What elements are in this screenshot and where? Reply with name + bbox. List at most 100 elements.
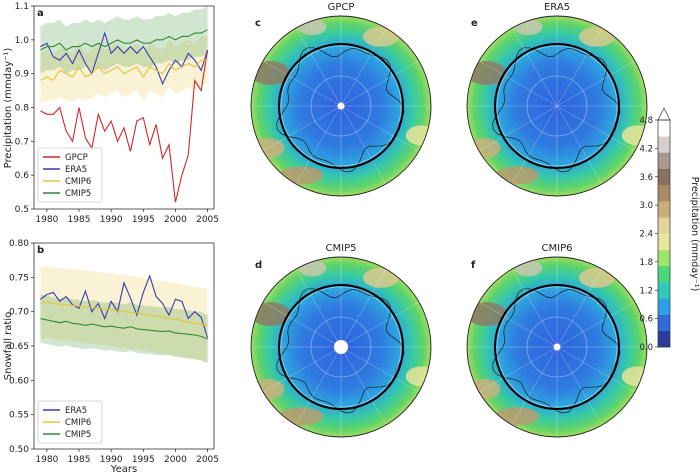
- graticule-meridian: [340, 346, 420, 393]
- graticule-meridian: [340, 346, 387, 426]
- map-c: GPCP c: [250, 2, 432, 197]
- xtick-label: 1995: [132, 455, 155, 465]
- land-patch: [514, 19, 543, 36]
- graticule-circle: [310, 316, 372, 378]
- graticule-meridian: [511, 268, 558, 348]
- graticule-meridian: [556, 268, 603, 348]
- map-panel-label: d: [255, 260, 262, 271]
- graticule-meridian: [556, 105, 603, 185]
- colorbar-segment: [658, 120, 670, 137]
- legend-label: CMIP6: [65, 418, 91, 428]
- graticule-meridian: [340, 268, 387, 348]
- graticule-meridian: [478, 60, 558, 107]
- graticule-circle: [496, 45, 618, 167]
- legend-label: CMIP6: [65, 177, 91, 187]
- colorbar-segment: [658, 265, 670, 283]
- graticule-meridian: [295, 346, 342, 426]
- graticule-meridian: [262, 60, 342, 107]
- colorbar-tick-label: 1.2: [639, 286, 653, 296]
- land-patch: [363, 267, 399, 288]
- panel-a-label: a: [37, 8, 44, 19]
- colorbar-segment: [658, 184, 670, 202]
- map-outline: [466, 15, 648, 197]
- land-patch: [579, 26, 615, 47]
- graticule-meridian: [478, 105, 558, 152]
- graticule-meridian: [340, 105, 420, 152]
- graticule-meridian: [262, 105, 342, 152]
- map-title: CMIP6: [542, 243, 573, 254]
- coastline: [492, 288, 621, 414]
- coastline: [276, 47, 405, 173]
- colorbar-segment: [658, 152, 670, 169]
- xtick-label: 1995: [132, 215, 155, 225]
- xtick-label: 1990: [100, 215, 123, 225]
- graticule-meridian: [340, 60, 420, 107]
- xtick-label: 1980: [35, 455, 58, 465]
- legend-box-a: [37, 147, 103, 203]
- line-a-cmip6: [40, 59, 208, 82]
- pole-hole: [553, 343, 561, 351]
- colorbar-segment: [658, 330, 670, 348]
- graticule-meridian: [478, 346, 558, 393]
- ytick-label: 1.0: [15, 36, 30, 46]
- line-a-cmip5: [40, 29, 208, 51]
- colorbar-extend: [657, 107, 671, 121]
- graticule-meridian: [556, 346, 603, 426]
- legend-label: ERA5: [65, 165, 87, 175]
- map-outline: [250, 15, 432, 197]
- ytick-label: 0.50: [9, 445, 29, 455]
- graticule-meridian: [295, 27, 342, 107]
- map-e: ERA5 e: [466, 2, 648, 197]
- panel-b-label: b: [37, 245, 44, 256]
- graticule-meridian: [478, 301, 558, 348]
- coastline: [492, 47, 621, 173]
- coastline: [276, 288, 405, 414]
- region-circle: [278, 43, 404, 169]
- ytick-label: 0.60: [9, 376, 29, 386]
- land-patch: [405, 366, 431, 387]
- graticule-meridian: [262, 301, 342, 348]
- xtick-label: 1980: [35, 215, 58, 225]
- land-patch: [514, 260, 543, 277]
- map-outline: [466, 256, 648, 438]
- ytick-label: 0.5: [15, 205, 29, 215]
- panel-a-ylabel: Precipitation (mmday⁻¹): [3, 48, 14, 169]
- land-patch: [363, 26, 399, 47]
- colorbar-tick-label: 1.8: [639, 258, 653, 268]
- colorbar: 0.0 0.6 1.2 1.8 2.4 3.0 3.6 4.2 4.8 Precipitation…: [639, 107, 700, 353]
- xtick-label: 1990: [100, 455, 123, 465]
- colorbar-segment: [658, 201, 670, 218]
- land-patch: [298, 260, 327, 277]
- map-panel-label: f: [471, 260, 476, 271]
- ytick-label: 0.8: [15, 104, 30, 114]
- land-patch: [579, 267, 615, 288]
- panel-b: 1980 1985 1990 1995 2000 2005 0.50 0.55 0.60 0.65…: [3, 239, 219, 474]
- graticule-meridian: [340, 27, 387, 107]
- graticule-circle: [526, 75, 588, 137]
- panel-b-xlabel: Years: [110, 464, 137, 474]
- map-title: CMIP5: [326, 243, 357, 254]
- region-circle: [494, 43, 620, 169]
- line-b-cmip5: [40, 317, 208, 340]
- xtick-label: 2000: [164, 215, 187, 225]
- land-patch: [405, 125, 431, 146]
- graticule-meridian: [556, 105, 636, 152]
- line-b-era5: [40, 274, 209, 338]
- graticule-meridian: [511, 346, 558, 426]
- colorbar-tick-label: 3.6: [639, 173, 653, 183]
- colorbar-label: Precipitation (mmday⁻¹): [689, 177, 700, 292]
- xtick-label: 2005: [196, 455, 219, 465]
- colorbar-segment: [658, 136, 670, 153]
- land-patch: [298, 19, 327, 36]
- ytick-label: 0.80: [9, 239, 29, 249]
- band-b-cmip6: [40, 266, 208, 362]
- colorbar-segment: [658, 217, 670, 234]
- land-patch: [621, 366, 647, 387]
- region-circle: [494, 284, 620, 410]
- graticule-meridian: [295, 105, 342, 185]
- legend-box-b: [37, 400, 103, 444]
- graticule-circle: [280, 286, 402, 408]
- colorbar-segment: [658, 249, 670, 267]
- line-a-gpcp: [40, 49, 209, 203]
